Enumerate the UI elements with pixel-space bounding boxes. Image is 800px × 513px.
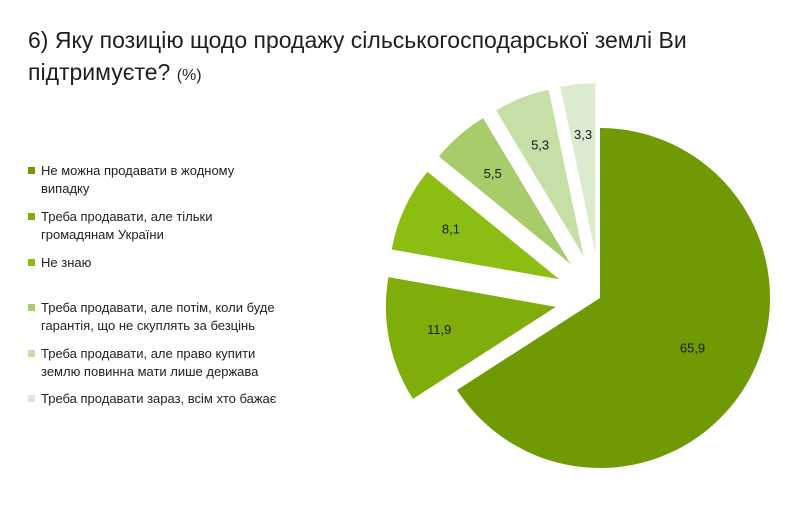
- chart-title: 6) Яку позицію щодо продажу сільськогосп…: [28, 24, 788, 92]
- legend-label-4-line2: землю повинна мати лише держава: [41, 364, 259, 379]
- legend-label-1: Треба продавати, але тільки громадянам У…: [41, 208, 213, 244]
- legend-label-5-line1: Треба продавати зараз, всім хто бажає: [41, 391, 277, 406]
- pie-data-label-0: 65,9: [680, 340, 705, 355]
- pie-slice-1: [385, 277, 556, 399]
- legend-swatch-0: [28, 167, 35, 174]
- pie-data-label-3: 5,5: [484, 166, 502, 181]
- legend-swatch-2: [28, 259, 35, 266]
- legend-label-1-line2: громадянам України: [41, 227, 164, 242]
- legend-swatch-3: [28, 304, 35, 311]
- legend-label-2: Не знаю: [41, 254, 91, 272]
- pie-slice-3: [438, 118, 571, 264]
- pie-data-label-2: 8,1: [442, 222, 460, 237]
- legend-item-3: Треба продавати, але потім, коли буде га…: [28, 299, 328, 335]
- pie-slice-4: [496, 89, 584, 257]
- legend-label-3-line1: Треба продавати, але потім, коли буде: [41, 300, 275, 315]
- pie-data-label-5: 3,3: [574, 127, 592, 142]
- chart-unit: (%): [176, 67, 202, 84]
- legend-item-1: Треба продавати, але тільки громадянам У…: [28, 208, 328, 244]
- legend-label-4-line1: Треба продавати, але право купити: [41, 346, 256, 361]
- legend-label-4: Треба продавати, але право купити землю …: [41, 345, 258, 381]
- pie-slice-0: [457, 128, 771, 469]
- legend-swatch-1: [28, 213, 35, 220]
- legend-label-3: Треба продавати, але потім, коли буде га…: [41, 299, 275, 335]
- legend-swatch-4: [28, 350, 35, 357]
- pie-data-label-4: 5,3: [531, 137, 549, 152]
- pie-slice-2: [391, 171, 560, 280]
- legend-label-3-line2: гарантія, що не скуплять за безцінь: [41, 318, 255, 333]
- pie-data-label-1: 11,9: [427, 322, 451, 337]
- legend-label-0-line2: випадку: [41, 181, 90, 196]
- legend-label-0-line1: Не можна продавати в жодному: [41, 163, 235, 178]
- legend-label-2-line1: Не знаю: [41, 255, 92, 270]
- pie-slice-5: [560, 83, 596, 254]
- legend-item-0: Не можна продавати в жодному випадку: [28, 162, 328, 198]
- legend-label-0: Не можна продавати в жодному випадку: [41, 162, 234, 198]
- legend-item-2: Не знаю: [28, 254, 328, 272]
- legend-item-4: Треба продавати, але право купити землю …: [28, 345, 328, 381]
- legend-item-5: Треба продавати зараз, всім хто бажає: [28, 390, 328, 408]
- legend-swatch-5: [28, 395, 35, 402]
- pie-data-labels: 65,9 11,9 8,1 5,5 5,3 3,3: [427, 127, 705, 356]
- legend-label-1-line1: Треба продавати, але тільки: [41, 209, 213, 224]
- legend-label-5: Треба продавати зараз, всім хто бажає: [41, 390, 276, 408]
- chart-title-text: 6) Яку позицію щодо продажу сільськогосп…: [28, 27, 687, 85]
- pie-slices: [385, 83, 771, 469]
